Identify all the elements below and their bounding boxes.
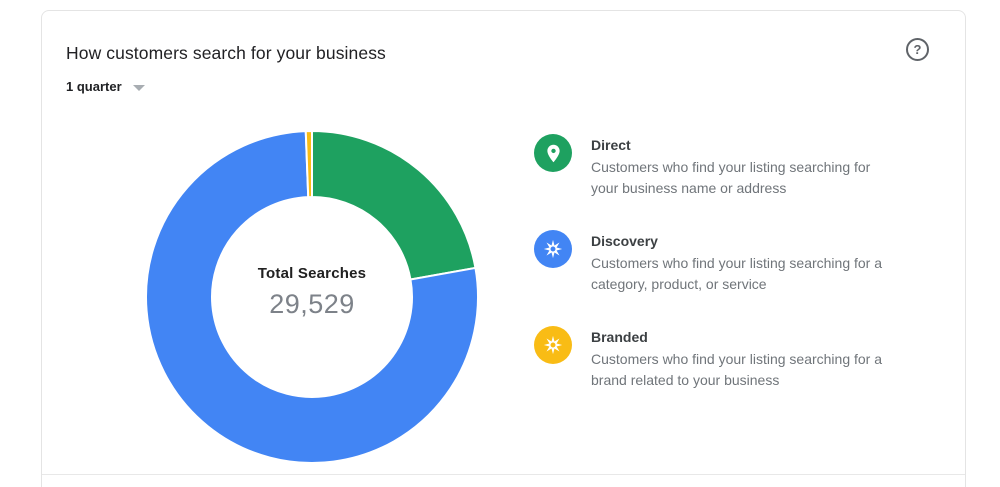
compass-star-icon [543,239,563,259]
legend-description-line1: Customers who find your listing searchin… [591,255,883,271]
chevron-down-icon [132,84,145,91]
donut-svg [145,129,479,465]
period-selector-label: 1 quarter [66,79,122,94]
legend-text: Discovery Customers who find your listing… [591,230,882,295]
donut-slice-branded[interactable] [304,129,313,199]
legend-item-branded: Branded Customers who find your listing s… [534,326,954,391]
donut-slice-discovery[interactable] [145,130,479,465]
donut-chart [142,127,482,467]
legend-item-discovery: Discovery Customers who find your listing… [534,230,954,295]
legend-label: Branded [591,329,648,345]
legend: Direct Customers who find your listing se… [534,134,954,391]
help-icon[interactable]: ? [906,38,929,61]
legend-text: Direct Customers who find your listing se… [591,134,870,199]
legend-description-line2: your business name or address [591,180,787,196]
section-divider [42,474,965,475]
donut-slice-direct[interactable] [311,129,477,281]
period-selector[interactable]: 1 quarter [66,79,145,94]
compass-star-icon-badge [534,230,572,268]
card-title: How customers search for your business [66,43,386,63]
compass-star-icon [543,335,563,355]
compass-star-icon-badge [534,326,572,364]
legend-description-line1: Customers who find your listing searchin… [591,159,871,175]
legend-label: Direct [591,137,631,153]
legend-description-line2: category, product, or service [591,276,767,292]
legend-label: Discovery [591,233,658,249]
legend-description-line1: Customers who find your listing searchin… [591,351,883,367]
legend-item-direct: Direct Customers who find your listing se… [534,134,954,199]
legend-description-line2: brand related to your business [591,372,780,388]
search-insights-card: How customers search for your business ?… [41,10,966,487]
map-pin-icon [546,144,560,162]
legend-text: Branded Customers who find your listing s… [591,326,882,391]
map-pin-icon-badge [534,134,572,172]
